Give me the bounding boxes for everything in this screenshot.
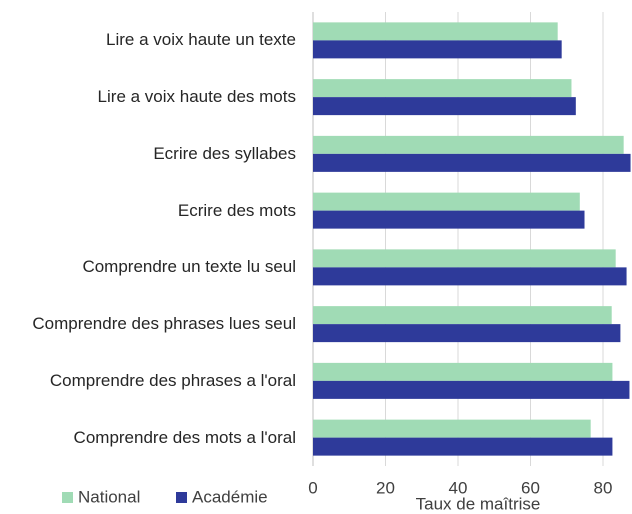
bar (313, 40, 562, 59)
bar (313, 380, 630, 399)
legend-label: Académie (192, 487, 268, 506)
bar (313, 22, 558, 41)
x-tick-label: 0 (308, 478, 317, 497)
legend-label: National (78, 487, 140, 506)
bar (313, 267, 627, 286)
y-tick-label: Comprendre des phrases lues seul (32, 314, 296, 334)
x-tick-label: 20 (376, 478, 395, 497)
y-tick-label: Lire a voix haute un texte (106, 30, 296, 50)
bar (313, 153, 631, 172)
x-tick-label: 60 (521, 478, 540, 497)
y-tick-label: Comprendre un texte lu seul (82, 257, 296, 277)
bar (313, 324, 621, 343)
bar (313, 79, 572, 98)
legend-swatch (176, 492, 187, 503)
legend-swatch (62, 492, 73, 503)
x-tick-label: 80 (594, 478, 613, 497)
bar (313, 437, 613, 456)
bar (313, 192, 580, 211)
bar (313, 362, 613, 381)
bar (313, 306, 612, 325)
bar (313, 135, 624, 154)
y-tick-label: Lire a voix haute des mots (97, 87, 296, 107)
y-tick-label: Ecrire des syllabes (153, 143, 296, 163)
bar (313, 210, 585, 229)
y-tick-label: Ecrire des mots (177, 200, 296, 220)
x-axis-title: Taux de maîtrise (416, 494, 541, 513)
bar (313, 97, 576, 116)
y-tick-label: Comprendre des phrases a l'oral (49, 370, 296, 390)
bar (313, 249, 616, 268)
y-tick-label: Comprendre des mots a l'oral (73, 427, 296, 447)
x-tick-label: 40 (449, 478, 468, 497)
bar (313, 419, 591, 438)
